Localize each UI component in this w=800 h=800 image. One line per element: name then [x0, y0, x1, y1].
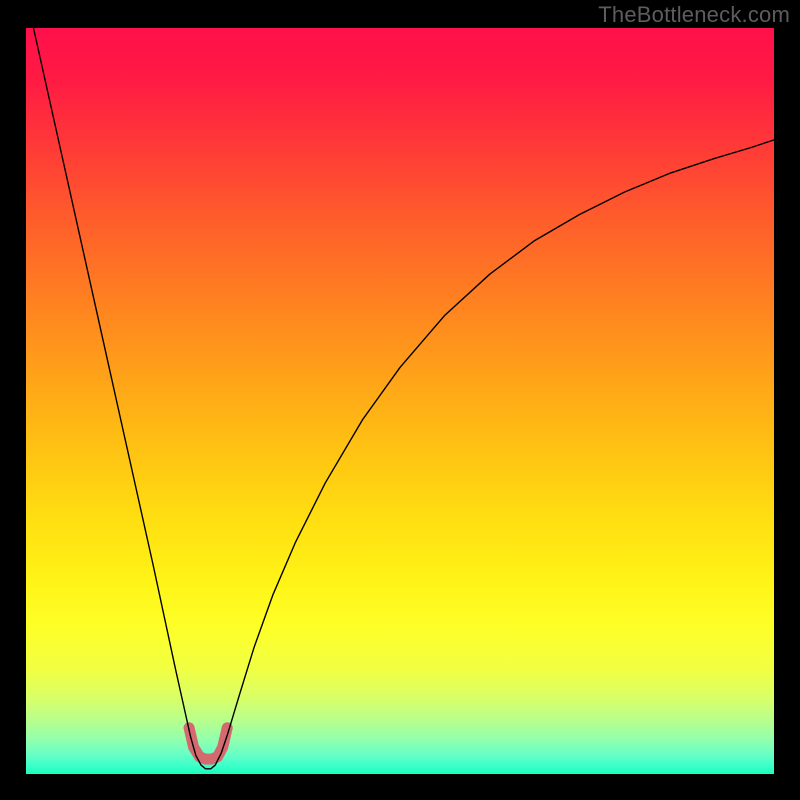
chart-svg: [26, 28, 774, 774]
chart-background-gradient: [26, 28, 774, 774]
chart-plot-area: [26, 28, 774, 774]
watermark-text: TheBottleneck.com: [598, 2, 790, 28]
